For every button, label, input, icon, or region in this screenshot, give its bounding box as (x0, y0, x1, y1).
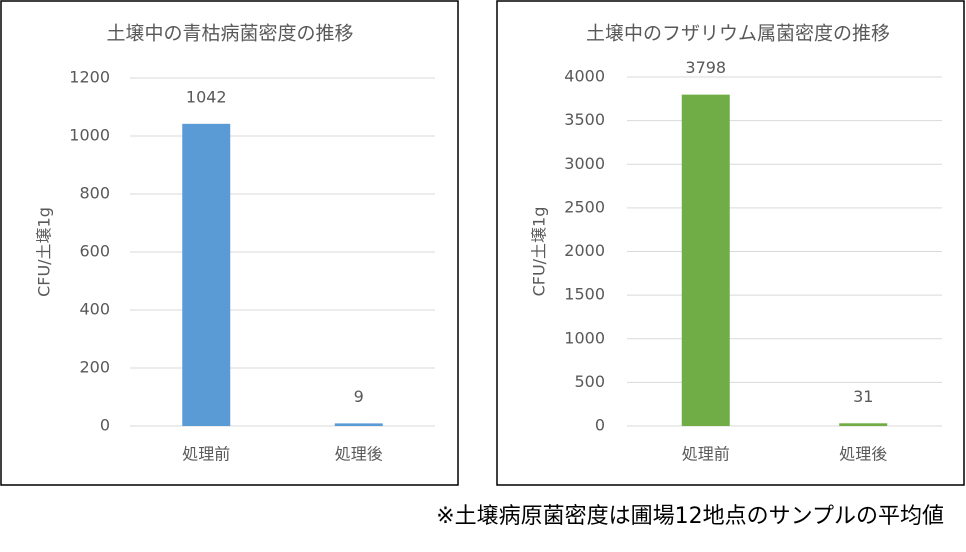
y-tick-label: 3000 (564, 154, 605, 173)
footnote: ※土壌病原菌密度は圃場12地点のサンプルの平均値 (436, 504, 944, 529)
chart-title: 土壌中のフザリウム属菌密度の推移 (586, 23, 890, 45)
y-tick-label: 800 (79, 184, 110, 203)
y-tick-label: 600 (79, 242, 110, 261)
y-tick-label: 2500 (564, 197, 605, 216)
y-tick-label: 3500 (564, 110, 605, 129)
y-axis-label: CFU/土壌1g (35, 207, 54, 297)
y-tick-label: 4000 (564, 67, 605, 86)
y-tick-label: 200 (79, 358, 110, 377)
bar (681, 94, 730, 426)
data-label: 9 (354, 387, 364, 406)
chart-frame (496, 0, 965, 486)
data-label: 1042 (186, 87, 227, 106)
bar (334, 423, 383, 426)
data-label: 31 (853, 387, 873, 406)
y-tick-label: 500 (574, 372, 605, 391)
y-tick-label: 0 (595, 416, 605, 435)
y-tick-label: 1000 (69, 126, 110, 145)
x-tick-label: 処理前 (682, 445, 730, 464)
y-tick-label: 1000 (564, 328, 605, 347)
y-tick-label: 2000 (564, 241, 605, 260)
chart-frame (0, 0, 459, 486)
x-tick-label: 処理前 (182, 445, 230, 464)
bar (182, 123, 231, 426)
y-axis-label: CFU/土壌1g (530, 207, 549, 297)
data-label: 3798 (685, 58, 726, 77)
x-tick-label: 処理後 (839, 445, 887, 464)
x-tick-label: 処理後 (335, 445, 383, 464)
y-tick-label: 1500 (564, 285, 605, 304)
y-tick-label: 1200 (69, 68, 110, 87)
bar (839, 423, 888, 426)
y-tick-label: 400 (79, 300, 110, 319)
y-tick-label: 0 (100, 416, 110, 435)
chart-title: 土壌中の青枯病菌密度の推移 (106, 23, 353, 45)
